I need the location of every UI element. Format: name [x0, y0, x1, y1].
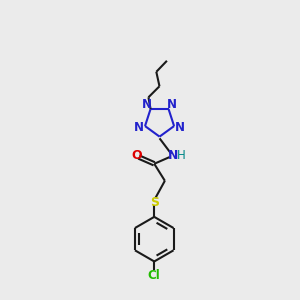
Text: H: H: [177, 149, 186, 162]
Text: Cl: Cl: [148, 269, 161, 282]
Text: N: N: [168, 149, 178, 162]
Text: N: N: [134, 122, 144, 134]
Text: O: O: [131, 149, 142, 162]
Text: N: N: [142, 98, 152, 111]
Text: N: N: [167, 98, 177, 111]
Text: N: N: [175, 122, 185, 134]
Text: S: S: [150, 196, 159, 208]
